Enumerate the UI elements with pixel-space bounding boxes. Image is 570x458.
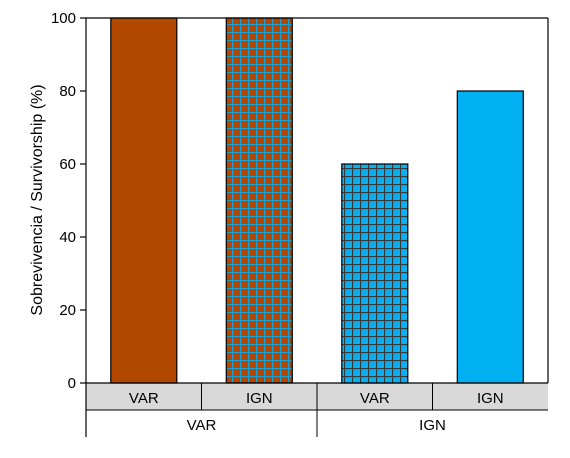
y-ticks-layer: 0 20 40 60 80 100 bbox=[51, 10, 86, 392]
y-tick-label: 100 bbox=[51, 10, 76, 27]
x-group-label: VAR bbox=[187, 417, 217, 434]
y-tick-label: 80 bbox=[59, 83, 76, 100]
bar-var-var bbox=[110, 17, 178, 384]
y-tick-label: 20 bbox=[59, 302, 76, 319]
x-category-label: VAR bbox=[129, 390, 159, 407]
y-tick-label: 0 bbox=[68, 375, 76, 392]
bar-var-ign bbox=[225, 17, 293, 384]
y-tick-label: 60 bbox=[59, 156, 76, 173]
x-category-label: IGN bbox=[477, 390, 504, 407]
y-tick-label: 40 bbox=[59, 229, 76, 246]
bar-ign-var bbox=[341, 163, 409, 384]
x-category-label: IGN bbox=[246, 390, 273, 407]
x-category-label: VAR bbox=[360, 390, 390, 407]
y-axis-title: Sobrevivencia / Survivorship (%) bbox=[29, 84, 46, 315]
bar-ign-ign bbox=[456, 90, 524, 384]
bars-layer bbox=[110, 17, 524, 384]
x-labels-layer: VAR IGN VAR IGN VAR IGN bbox=[86, 383, 548, 437]
x-group-label: IGN bbox=[419, 417, 446, 434]
